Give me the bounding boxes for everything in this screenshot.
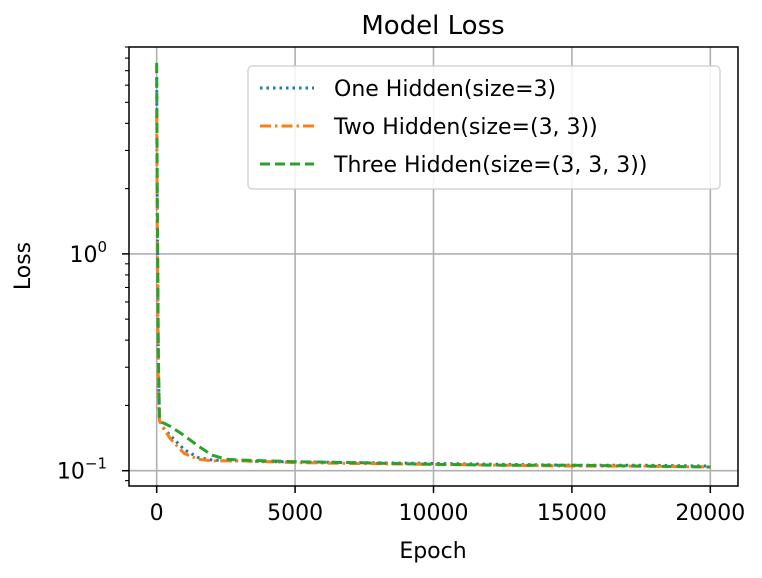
legend: One Hidden(size=3) Two Hidden(size=(3, 3)… — [247, 65, 721, 190]
y-tick-exponent: −1 — [85, 455, 107, 473]
x-axis-label: Epoch — [399, 539, 466, 564]
y-tick-label: 10−1 — [57, 455, 107, 485]
series-line-3 — [155, 62, 711, 469]
x-tick-label: 10000 — [399, 501, 469, 526]
legend-label-2: Two Hidden(size=(3, 3)) — [333, 115, 598, 140]
y-tick-label: 100 — [69, 238, 107, 268]
x-axis-ticks: 0 5000 10000 15000 20000 — [150, 486, 745, 526]
series-layer — [155, 62, 711, 469]
legend-box — [247, 65, 721, 190]
legend-label-3: Three Hidden(size=(3, 3, 3)) — [333, 153, 647, 178]
y-axis-label: Loss — [11, 242, 36, 290]
y-tick-base: 10 — [69, 243, 97, 268]
y-tick-base: 10 — [57, 460, 85, 485]
legend-label-1: One Hidden(size=3) — [334, 77, 556, 102]
y-tick-exponent: 0 — [97, 238, 107, 256]
chart-title: Model Loss — [361, 11, 504, 41]
x-tick-label: 0 — [150, 501, 164, 526]
x-tick-label: 15000 — [537, 501, 607, 526]
x-tick-label: 5000 — [267, 501, 323, 526]
x-tick-label: 20000 — [675, 501, 745, 526]
